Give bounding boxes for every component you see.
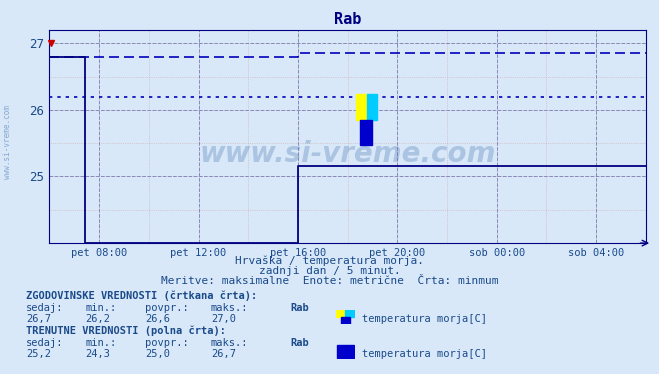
Text: Rab: Rab <box>290 338 308 347</box>
Text: maks.:: maks.: <box>211 338 248 347</box>
Text: 26,2: 26,2 <box>86 315 111 324</box>
Bar <box>345 310 355 317</box>
Text: 26,7: 26,7 <box>211 349 236 359</box>
Text: Rab: Rab <box>290 303 308 313</box>
Text: 26,6: 26,6 <box>145 315 170 324</box>
Text: min.:: min.: <box>86 338 117 347</box>
Bar <box>336 310 345 317</box>
Bar <box>341 317 350 324</box>
Text: zadnji dan / 5 minut.: zadnji dan / 5 minut. <box>258 266 401 276</box>
Bar <box>367 94 376 120</box>
Text: min.:: min.: <box>86 303 117 313</box>
Text: 25,2: 25,2 <box>26 349 51 359</box>
Title: Rab: Rab <box>334 12 361 27</box>
Text: povpr.:: povpr.: <box>145 303 188 313</box>
Text: 24,3: 24,3 <box>86 349 111 359</box>
Text: TRENUTNE VREDNOSTI (polna črta):: TRENUTNE VREDNOSTI (polna črta): <box>26 325 226 335</box>
Text: 26,7: 26,7 <box>26 315 51 324</box>
Text: temperatura morja[C]: temperatura morja[C] <box>362 349 488 359</box>
Text: Meritve: maksimalne  Enote: metrične  Črta: minmum: Meritve: maksimalne Enote: metrične Črta… <box>161 276 498 286</box>
Text: povpr.:: povpr.: <box>145 338 188 347</box>
Text: sedaj:: sedaj: <box>26 303 64 313</box>
Text: temperatura morja[C]: temperatura morja[C] <box>362 315 488 324</box>
Text: www.si-vreme.com: www.si-vreme.com <box>3 105 13 179</box>
Bar <box>356 94 367 120</box>
Text: sedaj:: sedaj: <box>26 338 64 347</box>
Text: Hrvaška / temperatura morja.: Hrvaška / temperatura morja. <box>235 255 424 266</box>
Text: 27,0: 27,0 <box>211 315 236 324</box>
Text: www.si-vreme.com: www.si-vreme.com <box>200 140 496 168</box>
Text: maks.:: maks.: <box>211 303 248 313</box>
Bar <box>360 120 372 145</box>
Text: 25,0: 25,0 <box>145 349 170 359</box>
Text: ZGODOVINSKE VREDNOSTI (črtkana črta):: ZGODOVINSKE VREDNOSTI (črtkana črta): <box>26 291 258 301</box>
